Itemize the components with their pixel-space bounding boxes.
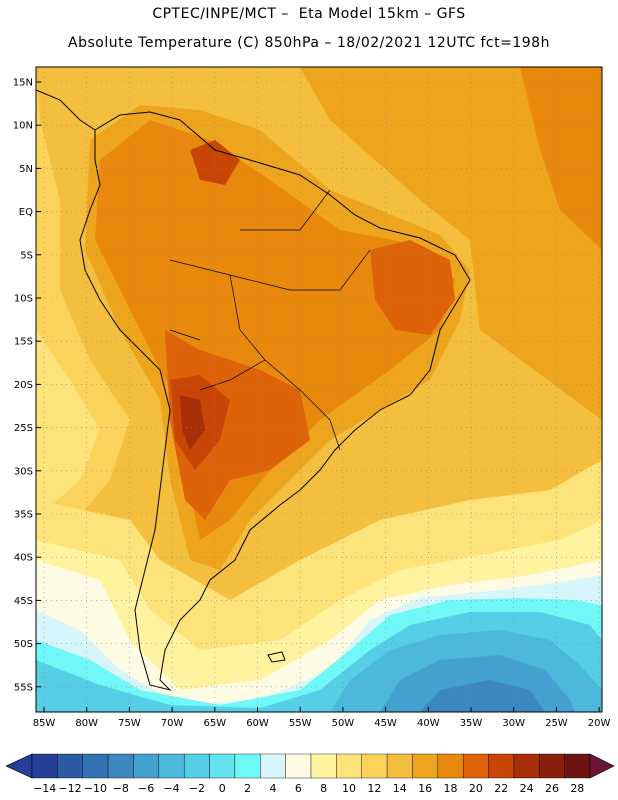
colorbar-swatch (513, 753, 540, 779)
lat-label: 35S (14, 510, 33, 521)
colorbar-label: 8 (320, 782, 328, 795)
lat-label: 55S (14, 682, 33, 693)
colorbar-swatch (234, 753, 261, 779)
colorbar-swatch (82, 753, 109, 779)
colorbar-label: 2 (244, 782, 252, 795)
colorbar-label: 12 (367, 782, 382, 795)
colorbar-label: −2 (188, 782, 205, 795)
map-frame (35, 66, 603, 713)
colorbar-swatch (539, 753, 565, 779)
colorbar-swatch (183, 753, 210, 779)
lon-label: 55W (289, 718, 312, 729)
lon-label: 45W (374, 718, 397, 729)
lon-label: 20W (588, 718, 611, 729)
lon-label: 85W (33, 718, 56, 729)
colorbar-right-arrow (589, 753, 615, 779)
colorbar-label: 4 (269, 782, 277, 795)
lat-label: 5S (20, 250, 33, 261)
colorbar-swatch (285, 753, 312, 779)
colorbar-swatch (57, 753, 83, 779)
colorbar-label: 20 (468, 782, 483, 795)
colorbar-label: −14 (33, 782, 57, 795)
lon-label: 60W (246, 718, 269, 729)
field-pacific-10c (36, 330, 100, 520)
colorbar-label: −4 (163, 782, 180, 795)
lat-label: 30S (14, 466, 33, 477)
colorbar (5, 753, 615, 779)
lon-label: 50W (332, 718, 355, 729)
colorbar-swatch (386, 753, 413, 779)
lon-label: 25W (545, 718, 568, 729)
colorbar-label: 16 (418, 782, 433, 795)
colorbar-swatch (488, 753, 515, 779)
map-field (36, 67, 602, 712)
lat-label: 10N (13, 121, 33, 132)
colorbar-label: 18 (443, 782, 458, 795)
lon-label: 65W (203, 718, 226, 729)
field-18c-band (300, 67, 602, 420)
colorbar-label: 22 (494, 782, 509, 795)
lon-label: 30W (502, 718, 525, 729)
lat-label: 15N (13, 78, 33, 89)
chart-title: CPTEC/INPE/MCT – Eta Model 15km – GFS (152, 6, 466, 22)
colorbar-label: −12 (58, 782, 82, 795)
colorbar-swatch (412, 753, 439, 779)
lon-label: 40W (417, 718, 440, 729)
colorbar-swatch (133, 753, 160, 779)
lon-label: 75W (118, 718, 141, 729)
chart-subtitle: Absolute Temperature (C) 850hPa – 18/02/… (68, 35, 550, 51)
falklands-coastline (267, 651, 286, 663)
colorbar-label: 26 (544, 782, 559, 795)
colorbar-label: 10 (342, 782, 357, 795)
latitude-labels: 15N 10N 5N EQ 5S 10S 15S 20S 25S 30S 35S 40S 45S 50S 5… (13, 78, 41, 693)
colorbar-swatch (31, 753, 58, 779)
colorbar-swatch (260, 753, 286, 779)
colorbar-label: 28 (570, 782, 585, 795)
colorbar-left-arrow (5, 753, 33, 779)
lon-label: 80W (75, 718, 98, 729)
colorbar-label: −10 (83, 782, 108, 795)
lon-label: 35W (460, 718, 483, 729)
colorbar-label: −6 (138, 782, 155, 795)
lat-label: 20S (14, 380, 33, 391)
lat-label: 45S (14, 596, 33, 607)
longitude-labels: 85W 80W 75W 70W 65W 60W 55W 50W 45W 40W 35W 30W 25W 2… (33, 707, 611, 729)
field-ne-brazil-22c (370, 240, 455, 335)
lat-label: 5N (19, 164, 33, 175)
colorbar-label: 0 (218, 782, 226, 795)
colorbar-label: 24 (519, 782, 534, 795)
field-chaco-26c (180, 395, 205, 450)
colorbar-label: 6 (294, 782, 302, 795)
colorbar-swatch (564, 753, 591, 779)
lon-label: 70W (161, 718, 184, 729)
country-borders (169, 189, 371, 451)
central-america-coastline (36, 89, 96, 131)
south-america-coastline (79, 111, 471, 691)
colorbar-swatch (462, 753, 489, 779)
lat-label: 50S (14, 639, 33, 650)
lat-label: 40S (14, 553, 33, 564)
colorbar-swatch (310, 753, 337, 779)
colorbar-swatch (158, 753, 185, 779)
field-20c-ne (520, 67, 602, 250)
colorbar-swatch (336, 753, 362, 779)
lat-label: 15S (14, 337, 33, 348)
colorbar-swatch (361, 753, 388, 779)
colorbar-label: −8 (112, 782, 129, 795)
lat-label: EQ (19, 207, 33, 218)
lat-label: 10S (14, 294, 33, 305)
colorbar-swatch (209, 753, 236, 779)
colorbar-swatch (437, 753, 464, 779)
colorbar-label: 14 (392, 782, 407, 795)
lat-label: 25S (14, 423, 33, 434)
colorbar-swatch (107, 753, 134, 779)
